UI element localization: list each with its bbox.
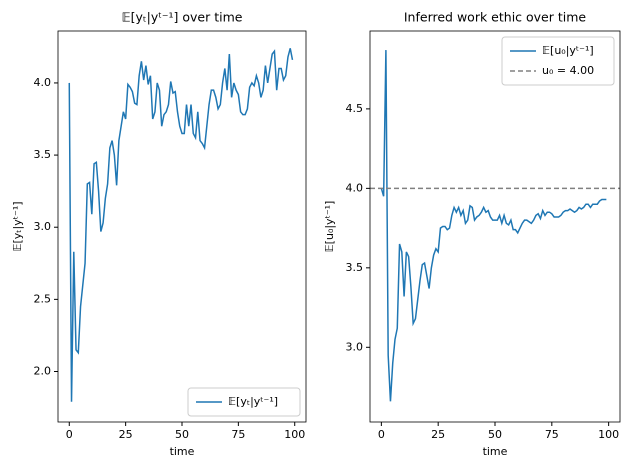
x-tick-label: 75 (545, 428, 559, 441)
axes-frame (369, 30, 621, 423)
y-tick-label: 3.0 (346, 340, 364, 353)
x-tick-label: 75 (231, 428, 245, 441)
axes-frame (57, 30, 307, 423)
y-tick-label: 3.0 (34, 220, 52, 233)
legend-box (187, 387, 301, 417)
series-line (380, 50, 607, 402)
y-axis-label: 𝔼[yₜ|yᵗ⁻¹] (11, 201, 24, 251)
x-tick-label: 50 (488, 428, 502, 441)
x-tick-label: 0 (378, 428, 385, 441)
y-tick-label: 4.0 (34, 76, 52, 89)
y-tick-label: 2.0 (34, 365, 52, 378)
x-axis-label: time (170, 445, 195, 458)
x-tick-label: 100 (598, 428, 619, 441)
series-line (68, 48, 294, 402)
x-tick-label: 100 (284, 428, 305, 441)
legend-label: u₀ = 4.00 (542, 64, 594, 77)
legend-label: 𝔼[u₀|yᵗ⁻¹] (542, 44, 594, 57)
y-tick-label: 4.5 (346, 102, 364, 115)
y-axis-label: 𝔼[u₀|yᵗ⁻¹] (323, 201, 336, 253)
x-tick-label: 25 (119, 428, 133, 441)
y-tick-label: 3.5 (34, 148, 52, 161)
x-tick-label: 50 (175, 428, 189, 441)
legend-box (501, 36, 615, 86)
y-tick-label: 3.5 (346, 261, 364, 274)
x-tick-label: 25 (431, 428, 445, 441)
chart-title: Inferred work ethic over time (404, 10, 587, 25)
legend-label: 𝔼[yₜ|yᵗ⁻¹] (228, 395, 278, 408)
x-axis-label: time (483, 445, 508, 458)
chart-title: 𝔼[yₜ|yᵗ⁻¹] over time (122, 10, 243, 25)
y-tick-label: 4.0 (346, 181, 364, 194)
x-tick-label: 0 (66, 428, 73, 441)
y-tick-label: 2.5 (34, 292, 52, 305)
